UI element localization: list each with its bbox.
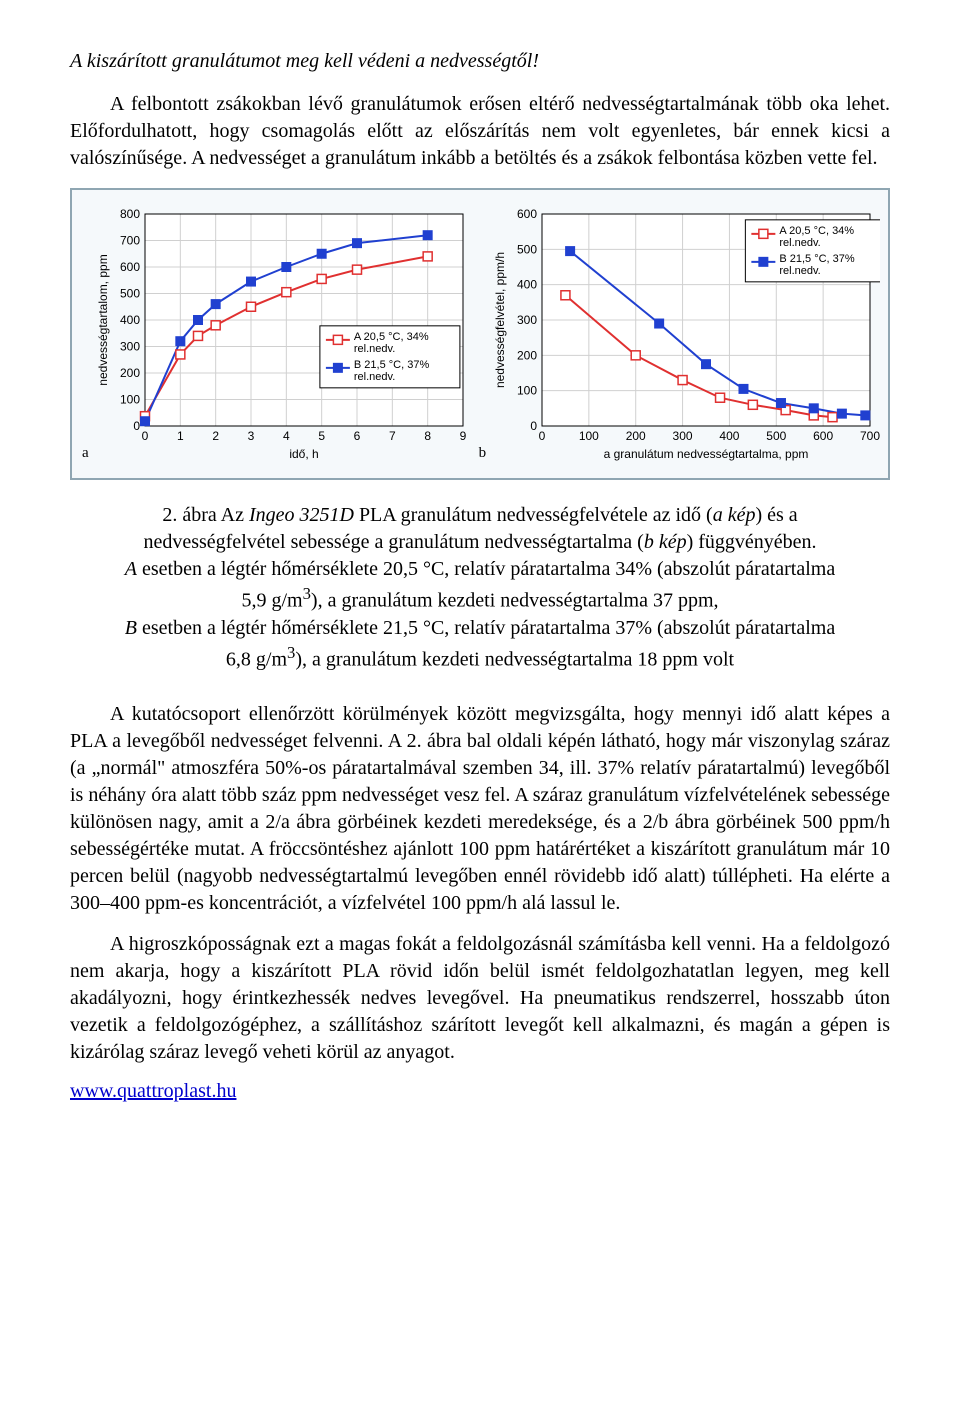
paragraph-1: A felbontott zsákokban lévő granulátumok… <box>70 91 890 172</box>
svg-text:500: 500 <box>517 242 537 256</box>
svg-text:400: 400 <box>517 278 537 292</box>
svg-text:7: 7 <box>389 429 396 443</box>
svg-text:800: 800 <box>120 207 140 221</box>
svg-text:rel.nedv.: rel.nedv. <box>354 371 395 383</box>
svg-text:0: 0 <box>133 419 140 433</box>
svg-text:nedvességfelvétel, ppm/h: nedvességfelvétel, ppm/h <box>493 252 507 388</box>
svg-text:B 21,5 °C, 37%: B 21,5 °C, 37% <box>354 359 430 371</box>
svg-text:6: 6 <box>353 429 360 443</box>
svg-text:idő, h: idő, h <box>289 447 318 461</box>
svg-text:600: 600 <box>813 429 833 443</box>
svg-text:600: 600 <box>517 207 537 221</box>
panel-label-a: a <box>82 445 89 462</box>
svg-text:A 20,5 °C, 34%: A 20,5 °C, 34% <box>780 225 855 237</box>
svg-text:200: 200 <box>626 429 646 443</box>
svg-text:rel.nedv.: rel.nedv. <box>780 237 821 249</box>
chart-b: 0 100 200 300 400 500 600 0 100 200 300 400 500 600 70… <box>490 204 880 464</box>
svg-text:100: 100 <box>120 393 140 407</box>
svg-text:8: 8 <box>424 429 431 443</box>
svg-text:4: 4 <box>283 429 290 443</box>
svg-text:rel.nedv.: rel.nedv. <box>354 343 395 355</box>
svg-text:100: 100 <box>579 429 599 443</box>
svg-text:500: 500 <box>120 287 140 301</box>
svg-text:300: 300 <box>517 313 537 327</box>
section-heading: A kiszárított granulátumot meg kell véde… <box>70 50 890 73</box>
svg-text:0: 0 <box>141 429 148 443</box>
svg-text:600: 600 <box>120 260 140 274</box>
svg-text:200: 200 <box>517 348 537 362</box>
svg-text:9: 9 <box>459 429 466 443</box>
svg-text:2: 2 <box>212 429 219 443</box>
svg-text:1: 1 <box>177 429 184 443</box>
svg-text:100: 100 <box>517 384 537 398</box>
svg-text:400: 400 <box>120 313 140 327</box>
svg-text:a granulátum nedvességtartalma: a granulátum nedvességtartalma, ppm <box>604 447 809 461</box>
paragraph-3: A higroszkóposságnak ezt a magas fokát a… <box>70 931 890 1066</box>
svg-text:300: 300 <box>673 429 693 443</box>
svg-text:3: 3 <box>247 429 254 443</box>
svg-text:5: 5 <box>318 429 325 443</box>
paragraph-2: A kutatócsoport ellenőrzött körülmények … <box>70 701 890 917</box>
svg-text:nedvességtartalom, ppm: nedvességtartalom, ppm <box>96 254 110 385</box>
panel-label-b: b <box>479 445 487 462</box>
chart-panel: a 0 100 200 300 400 500 600 700 800 0 1 2 3 4 5 6 7 8 9 idő… <box>70 188 890 480</box>
chart-a-wrap: a 0 100 200 300 400 500 600 700 800 0 1 2 3 4 5 6 7 8 9 idő… <box>82 204 473 464</box>
svg-text:500: 500 <box>766 429 786 443</box>
svg-text:400: 400 <box>720 429 740 443</box>
svg-text:700: 700 <box>120 234 140 248</box>
figure-caption: 2. ábra Az Ingeo 3251D PLA granulátum ne… <box>110 502 850 673</box>
svg-text:A 20,5 °C, 34%: A 20,5 °C, 34% <box>354 331 429 343</box>
chart-b-wrap: b 0 100 200 300 400 500 600 0 100 200 300 400 500 600… <box>479 204 881 464</box>
svg-text:B 21,5 °C, 37%: B 21,5 °C, 37% <box>780 253 856 265</box>
chart-a: 0 100 200 300 400 500 600 700 800 0 1 2 3 4 5 6 7 8 9 idő, … <box>93 204 473 464</box>
svg-text:0: 0 <box>530 419 537 433</box>
footer-link[interactable]: www.quattroplast.hu <box>70 1080 236 1102</box>
svg-text:300: 300 <box>120 340 140 354</box>
svg-text:0: 0 <box>539 429 546 443</box>
svg-text:700: 700 <box>860 429 880 443</box>
svg-text:200: 200 <box>120 366 140 380</box>
svg-text:rel.nedv.: rel.nedv. <box>780 265 821 277</box>
